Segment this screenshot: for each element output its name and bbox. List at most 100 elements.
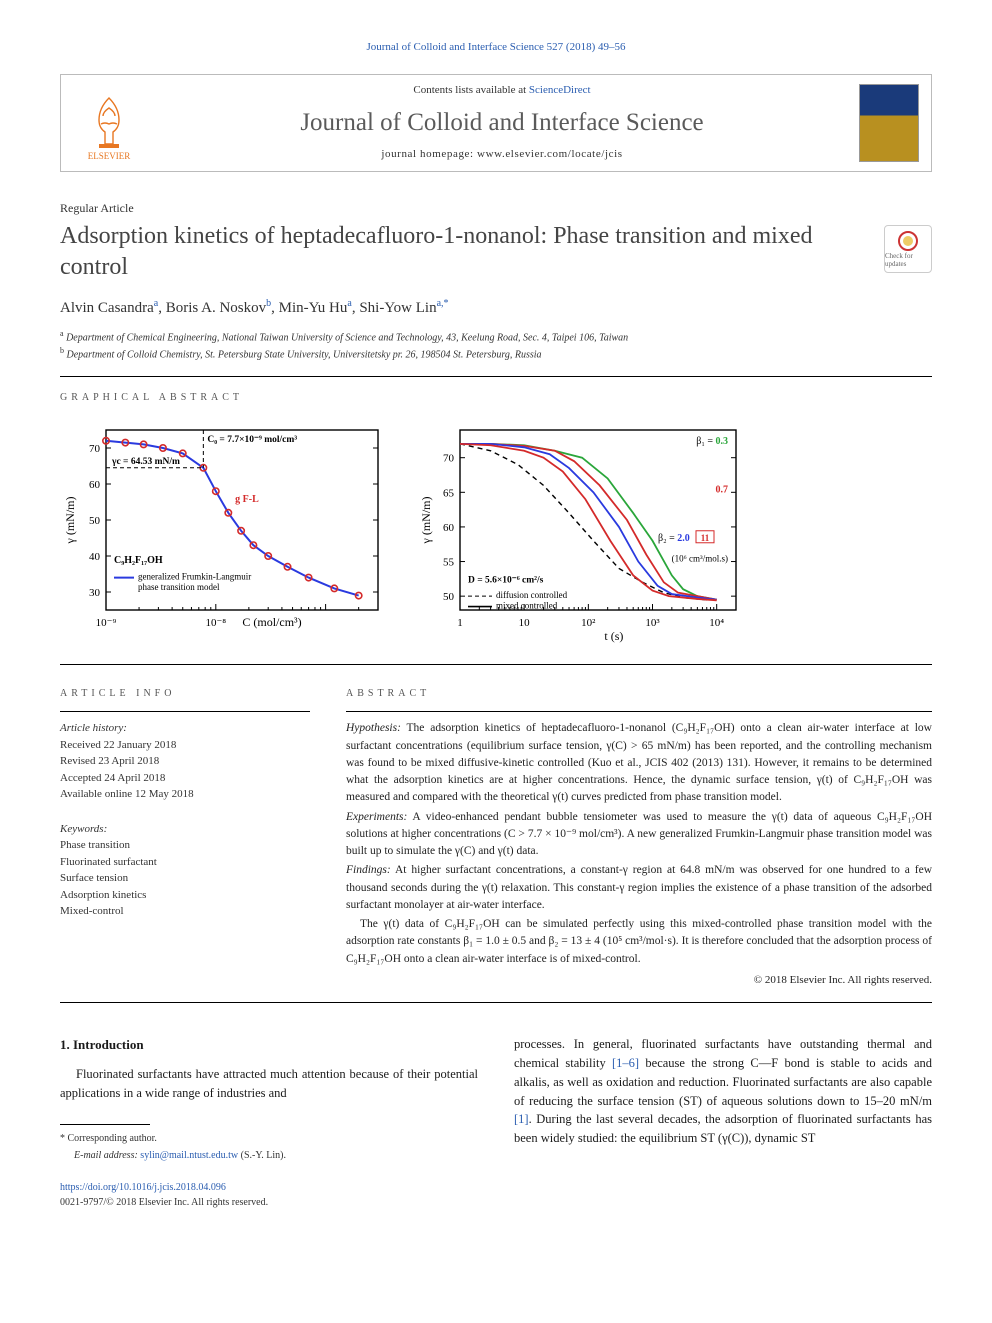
svg-text:mixed controlled: mixed controlled [496, 600, 558, 610]
svg-text:70: 70 [443, 452, 455, 464]
rule-2 [60, 664, 932, 665]
svg-text:10⁻⁸: 10⁻⁸ [205, 617, 226, 629]
find-text: At higher surfactant concentrations, a c… [346, 864, 932, 911]
crossmark-icon [897, 230, 919, 252]
affil-a: Department of Chemical Engineering, Nati… [64, 332, 629, 343]
svg-text:10⁻⁹: 10⁻⁹ [96, 617, 117, 629]
svg-text:γc = 64.53 mN/m: γc = 64.53 mN/m [111, 457, 180, 467]
svg-text:10: 10 [519, 617, 531, 629]
abstract-col: abstract Hypothesis: The adsorption kine… [346, 673, 932, 989]
svg-text:D = 5.6×10⁻⁶ cm²/s: D = 5.6×10⁻⁶ cm²/s [468, 575, 544, 585]
chart-left-svg: 304050607010⁻⁹10⁻⁸C (mol/cm³)γ (mN/m)C₀ … [60, 416, 390, 646]
sciencedirect-link[interactable]: ScienceDirect [529, 84, 591, 96]
svg-text:phase transition model: phase transition model [138, 582, 220, 592]
homepage-prefix: journal homepage: [381, 148, 477, 160]
title-text: Adsorption kinetics of heptadecafluoro-1… [60, 223, 812, 280]
svg-text:11: 11 [701, 533, 710, 543]
intro-right-col: processes. In general, fluorinated surfa… [514, 1035, 932, 1163]
abstract-body: Hypothesis: The adsorption kinetics of h… [346, 720, 932, 988]
intro-left-text: Fluorinated surfactants have attracted m… [60, 1065, 478, 1103]
abstract-para2: The γ(t) data of C₉H₂F₁₇OH can be simula… [346, 916, 932, 968]
online-date: Available online 12 May 2018 [60, 786, 310, 803]
hyp-label: Hypothesis: [346, 722, 401, 734]
author-4-sup: a,* [437, 298, 449, 309]
svg-text:55: 55 [443, 556, 455, 568]
svg-text:C (mol/cm³): C (mol/cm³) [242, 615, 301, 629]
article-history: Article history: Received 22 January 201… [60, 720, 310, 803]
journal-header-box: ELSEVIER Contents lists available at Sci… [60, 74, 932, 172]
check-updates-label: Check for updates [885, 252, 931, 270]
author-2: , Boris A. Noskov [158, 300, 266, 316]
kw-3: Surface tension [60, 870, 310, 887]
graphical-abstract-charts: 304050607010⁻⁹10⁻⁸C (mol/cm³)γ (mN/m)C₀ … [60, 416, 932, 646]
authors: Alvin Casandraa, Boris A. Noskovb, Min-Y… [60, 297, 932, 320]
homepage-line: journal homepage: www.elsevier.com/locat… [159, 147, 845, 163]
intro-heading: 1. Introduction [60, 1035, 478, 1055]
author-1: Alvin Casandra [60, 300, 154, 316]
elsevier-logo: ELSEVIER [73, 83, 145, 163]
article-info-col: article info Article history: Received 2… [60, 673, 310, 989]
accepted-date: Accepted 24 April 2018 [60, 770, 310, 787]
svg-text:generalized Frumkin-Langmuir: generalized Frumkin-Langmuir [138, 571, 251, 581]
intro-left-col: 1. Introduction Fluorinated surfactants … [60, 1035, 478, 1163]
journal-title: Journal of Colloid and Interface Science [159, 105, 845, 141]
ref-1-6[interactable]: [1–6] [612, 1056, 639, 1070]
header-center: Contents lists available at ScienceDirec… [159, 83, 845, 163]
received-date: Received 22 January 2018 [60, 737, 310, 754]
svg-text:1: 1 [457, 617, 463, 629]
article-type: Regular Article [60, 200, 932, 217]
contents-line: Contents lists available at ScienceDirec… [159, 83, 845, 99]
rule-abs [346, 711, 932, 712]
rule-info [60, 711, 310, 712]
svg-text:g F-L: g F-L [235, 494, 259, 505]
svg-text:10³: 10³ [645, 617, 660, 629]
chart-right-svg: 505560657011010²10³10⁴t (s)γ (mN/m)β₁ = … [418, 416, 748, 646]
chart-right: 505560657011010²10³10⁴t (s)γ (mN/m)β₁ = … [418, 416, 748, 646]
history-label: Article history: [60, 720, 310, 737]
author-4: , Shi-Yow Lin [352, 300, 437, 316]
corresponding-author: * Corresponding author. [60, 1131, 478, 1146]
email-line: E-mail address: sylin@mail.ntust.edu.tw … [60, 1148, 478, 1163]
homepage-url[interactable]: www.elsevier.com/locate/jcis [477, 148, 623, 160]
abstract-label: abstract [346, 687, 932, 702]
svg-text:60: 60 [89, 479, 101, 491]
svg-text:β₂ = 2.0: β₂ = 2.0 [658, 533, 690, 544]
svg-text:t (s): t (s) [604, 629, 623, 643]
issn-line: 0021-9797/© 2018 Elsevier Inc. All right… [60, 1196, 932, 1211]
info-abstract-row: article info Article history: Received 2… [60, 673, 932, 989]
footer-rule [60, 1124, 150, 1125]
elsevier-tree-icon [85, 94, 133, 150]
abstract-copyright: © 2018 Elsevier Inc. All rights reserved… [346, 972, 932, 989]
find-label: Findings: [346, 864, 391, 876]
affil-b: Department of Colloid Chemistry, St. Pet… [64, 349, 542, 360]
footer-block: * Corresponding author. E-mail address: … [60, 1124, 478, 1163]
svg-text:30: 30 [89, 587, 101, 599]
article-info-label: article info [60, 687, 310, 702]
svg-text:C₀ = 7.7×10⁻⁹ mol/cm³: C₀ = 7.7×10⁻⁹ mol/cm³ [207, 435, 297, 445]
email-label: E-mail address: [74, 1150, 140, 1161]
chart-left: 304050607010⁻⁹10⁻⁸C (mol/cm³)γ (mN/m)C₀ … [60, 416, 390, 646]
exp-text: A video-enhanced pendant bubble tensiome… [346, 811, 932, 858]
revised-date: Revised 23 April 2018 [60, 753, 310, 770]
svg-text:γ (mN/m): γ (mN/m) [419, 496, 433, 544]
doi-link[interactable]: https://doi.org/10.1016/j.jcis.2018.04.0… [60, 1181, 932, 1196]
svg-text:γ (mN/m): γ (mN/m) [63, 496, 77, 544]
kw-2: Fluorinated surfactant [60, 854, 310, 871]
keywords-label: Keywords: [60, 821, 310, 838]
kw-4: Adsorption kinetics [60, 887, 310, 904]
ref-1[interactable]: [1] [514, 1112, 529, 1126]
kw-5: Mixed-control [60, 903, 310, 920]
check-updates-badge[interactable]: Check for updates [884, 225, 932, 273]
svg-text:50: 50 [443, 591, 455, 603]
affiliations: a Department of Chemical Engineering, Na… [60, 328, 932, 363]
publisher-name: ELSEVIER [88, 150, 131, 163]
svg-text:diffusion controlled: diffusion controlled [496, 590, 568, 600]
top-citation: Journal of Colloid and Interface Science… [60, 40, 932, 56]
journal-cover-thumb [859, 84, 919, 162]
contents-prefix: Contents lists available at [413, 84, 528, 96]
email-link[interactable]: sylin@mail.ntust.edu.tw [140, 1150, 238, 1161]
email-suffix: (S.-Y. Lin). [238, 1150, 286, 1161]
svg-text:C₉H₂F₁₇OH: C₉H₂F₁₇OH [114, 555, 163, 566]
intro-r-3: . During the last several decades, the a… [514, 1112, 932, 1145]
hyp-text: The adsorption kinetics of heptadecafluo… [346, 722, 932, 803]
